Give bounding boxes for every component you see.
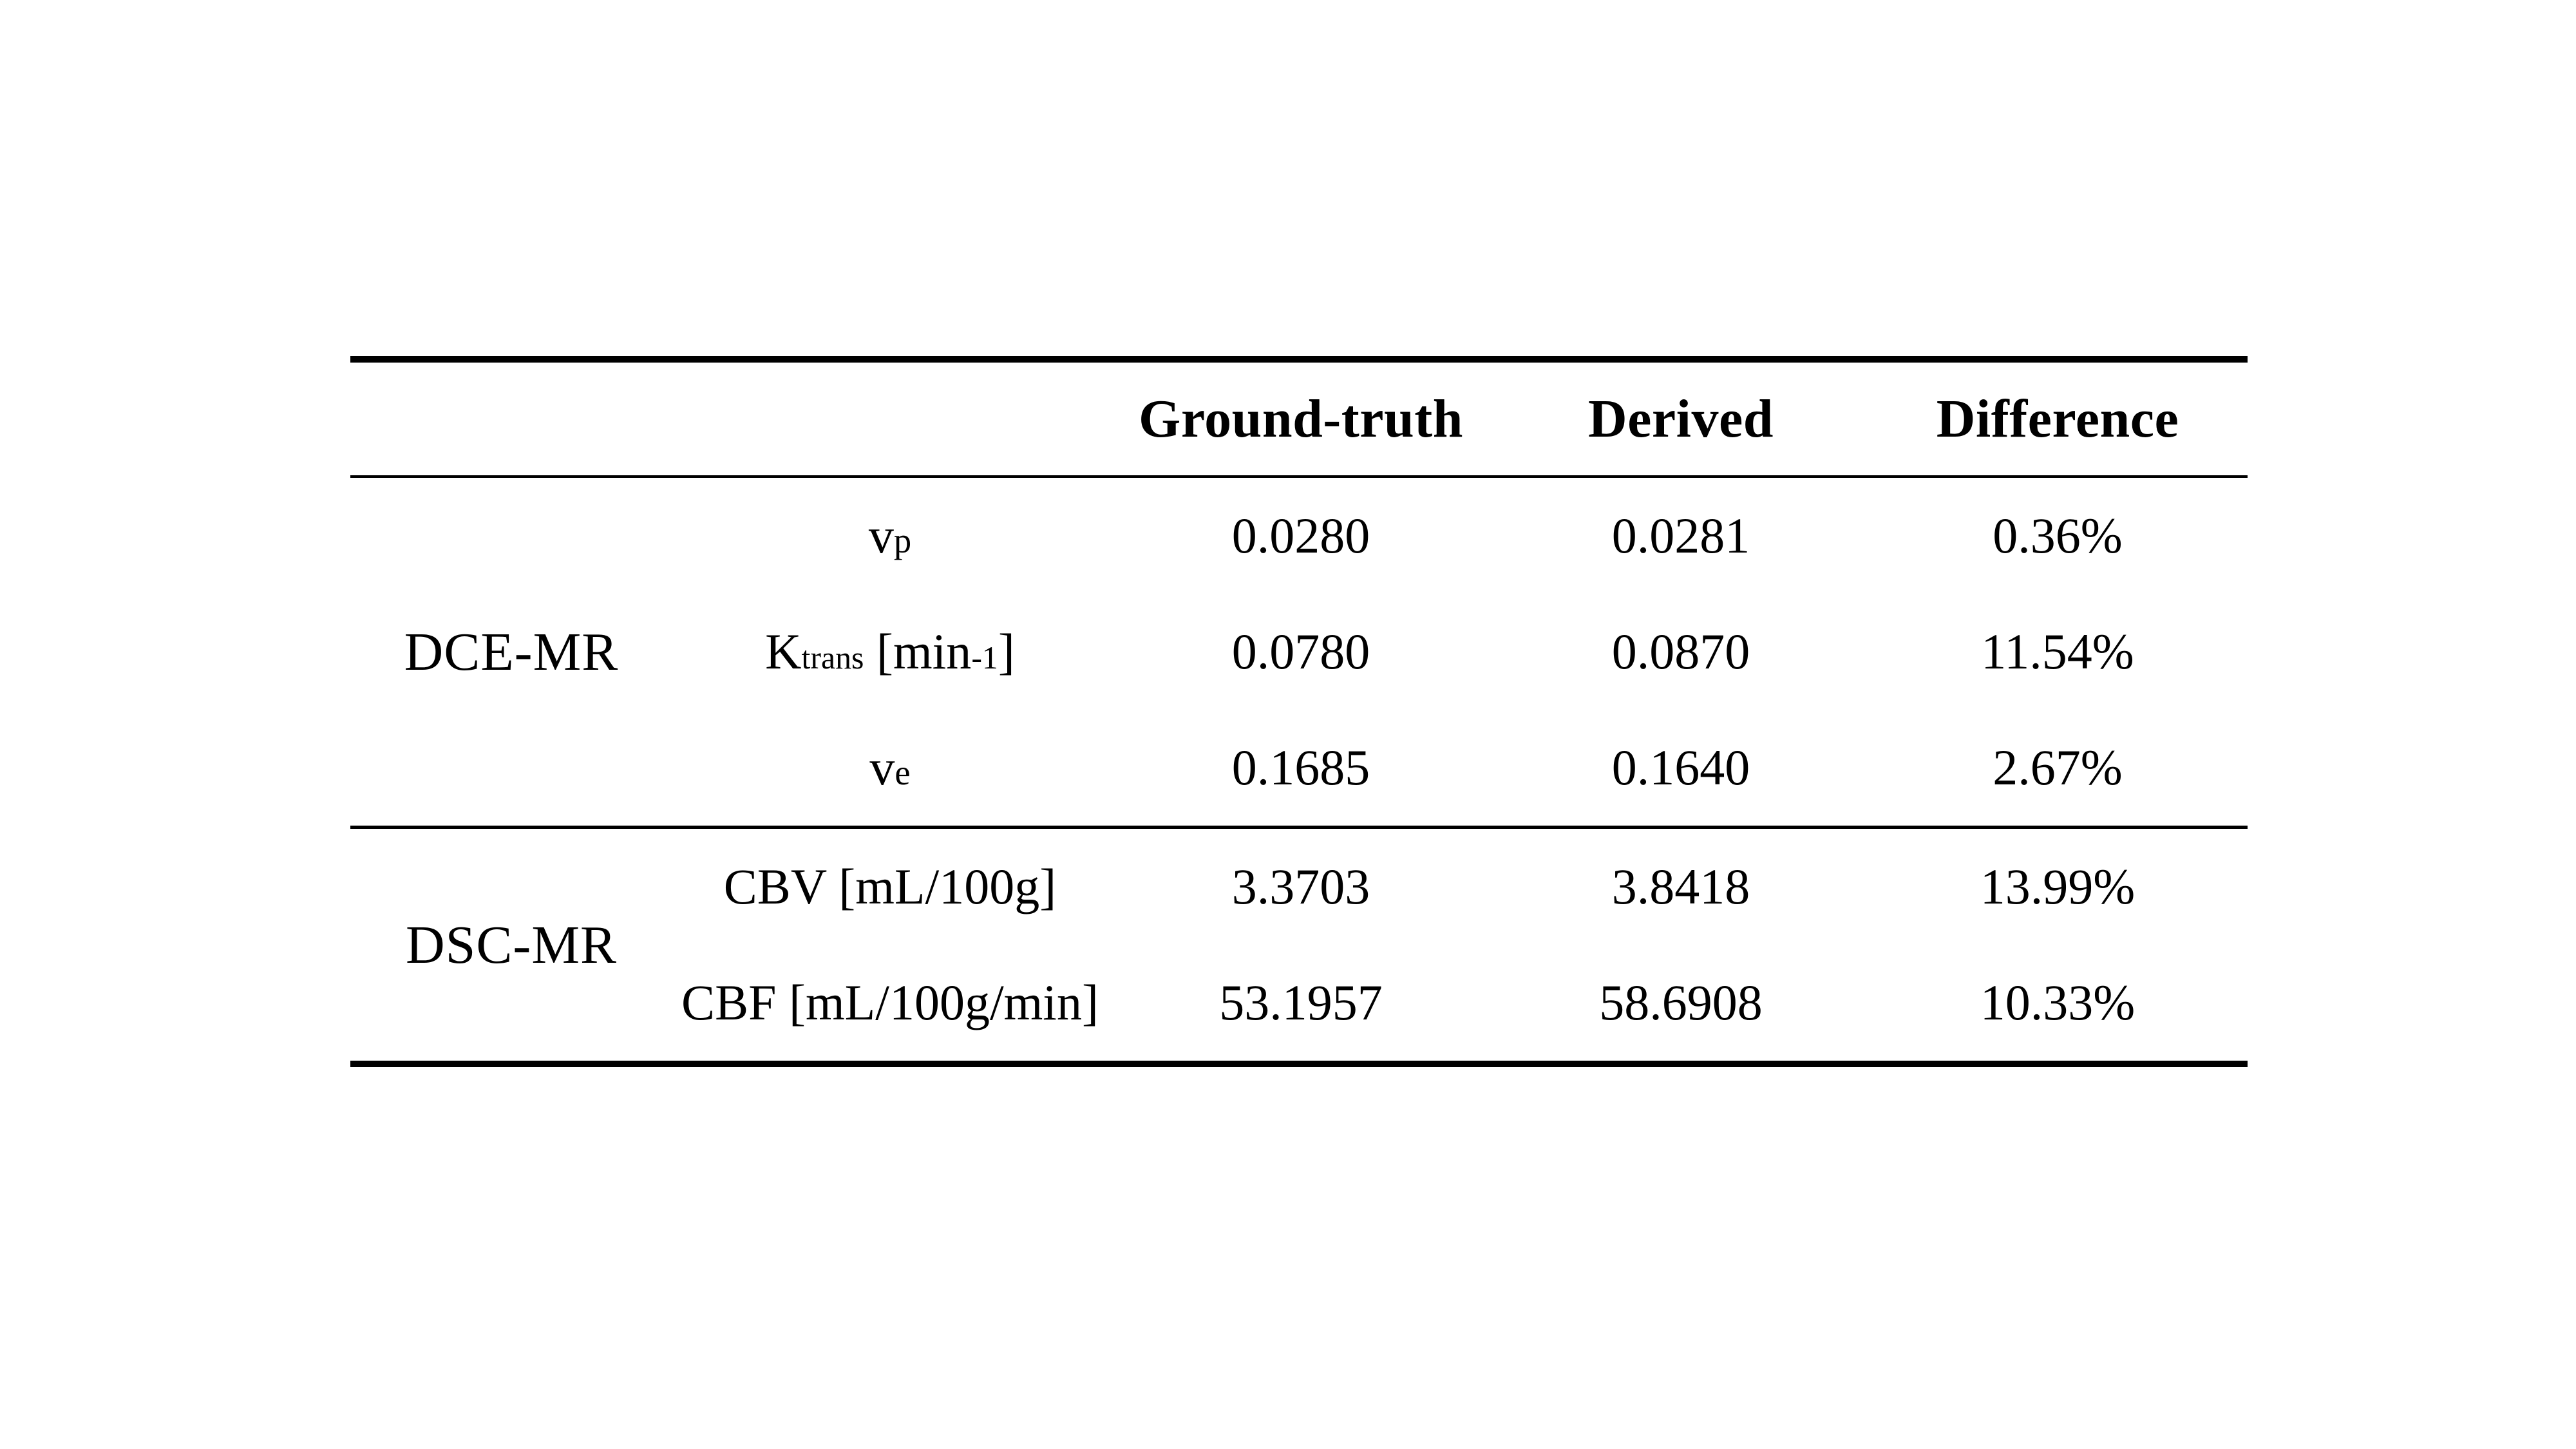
col-header-ground-truth: Ground-truth xyxy=(1108,359,1494,478)
cell-ground-truth: 0.0280 xyxy=(1231,507,1370,564)
param-subscript: p xyxy=(893,521,912,560)
param-unit-close: ] xyxy=(998,623,1015,679)
col-header-difference: Difference xyxy=(1868,359,2248,478)
param-base: v xyxy=(869,739,895,795)
param-label-ve: ve xyxy=(672,710,1108,829)
param-base: CBF [mL/100g/min] xyxy=(681,974,1099,1030)
cell-derived: 0.0281 xyxy=(1611,507,1750,564)
table-row-cbv: DSC-MR CBV [mL/100g] 3.3703 3.8418 13.99… xyxy=(350,828,2248,975)
table-row-vp: DCE-MR vp 0.0280 0.0281 0.36% xyxy=(350,477,2248,829)
param-label-cbf: CBF [mL/100g/min] xyxy=(672,945,1108,1064)
header-row: Ground-truth Derived Difference xyxy=(350,359,2248,478)
cell-derived: 0.0870 xyxy=(1611,623,1750,679)
table-row-ve: ve 0.1685 0.1640 2.67% xyxy=(350,710,2248,829)
cell-difference: 13.99% xyxy=(1980,858,2136,914)
param-label-cbv: CBV [mL/100g] xyxy=(672,828,1108,945)
param-label-vp: vp xyxy=(672,477,1108,594)
cell-derived: 3.8418 xyxy=(1611,858,1750,914)
group-label-dsc-mr: DSC-MR xyxy=(405,914,618,975)
cell-difference: 0.36% xyxy=(1993,507,2123,564)
param-base: v xyxy=(868,507,894,564)
table-row-cbf: CBF [mL/100g/min] 53.1957 58.6908 10.33% xyxy=(350,945,2248,1064)
group-label-dce-mr: DCE-MR xyxy=(350,477,672,829)
cell-ground-truth: 3.3703 xyxy=(1231,858,1370,914)
cell-derived: 58.6908 xyxy=(1599,974,1763,1030)
cell-ground-truth: 0.1685 xyxy=(1108,710,1494,829)
table-row-ktrans: Ktrans [min-1] 0.0780 0.0870 11.54% xyxy=(350,594,2248,710)
param-unit-open: [min xyxy=(864,623,972,679)
param-label-ktrans: Ktrans [min-1] xyxy=(672,594,1108,710)
cell-difference: 10.33% xyxy=(1980,974,2136,1030)
header-spacer-group xyxy=(350,359,672,478)
col-header-derived: Derived xyxy=(1494,359,1868,478)
cell-ground-truth: 53.1957 xyxy=(1219,974,1383,1030)
cell-ground-truth: 0.0780 xyxy=(1231,623,1370,679)
param-unit-exponent: -1 xyxy=(971,640,998,676)
param-base: CBV [mL/100g] xyxy=(723,858,1057,914)
param-subscript: e xyxy=(895,753,911,792)
cell-difference: 11.54% xyxy=(1981,623,2134,679)
param-superscript: trans xyxy=(801,640,864,676)
cell-derived: 0.1640 xyxy=(1494,710,1868,829)
cell-difference: 2.67% xyxy=(1868,710,2248,829)
header-spacer-param xyxy=(672,359,1108,478)
results-table: Ground-truth Derived Difference DCE-MR v… xyxy=(350,356,2248,1067)
param-base: K xyxy=(765,623,802,679)
